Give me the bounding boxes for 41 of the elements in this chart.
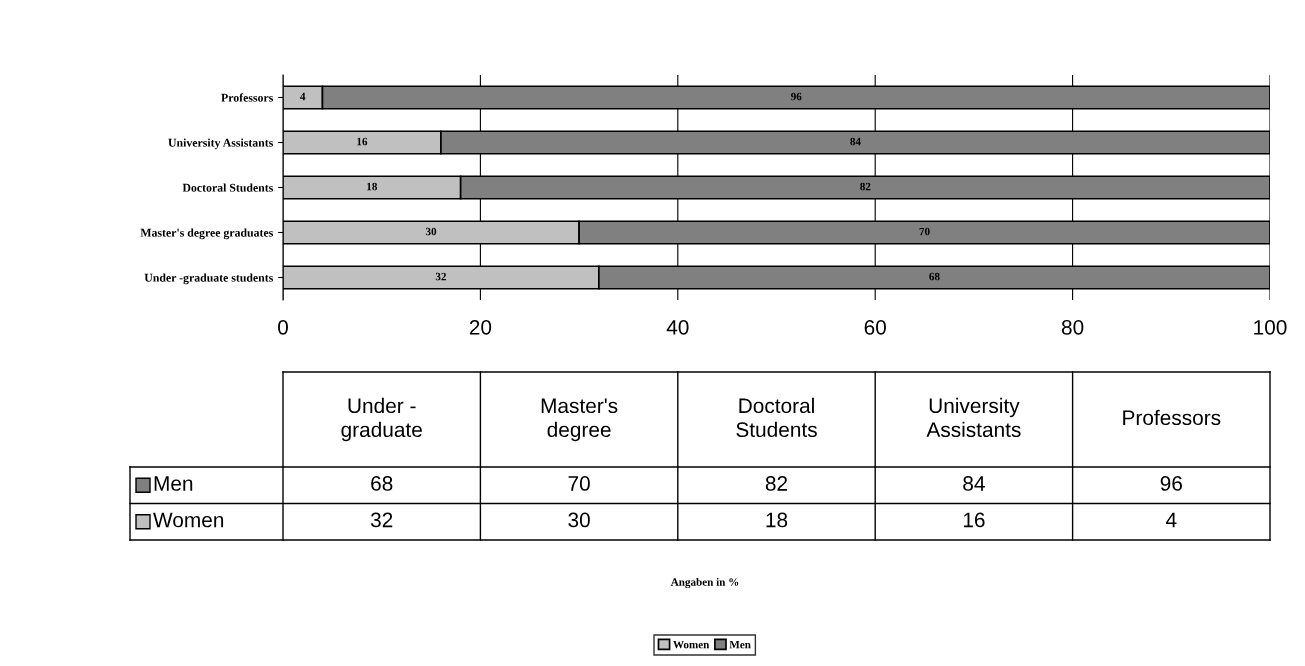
- data-label: 96: [1160, 476, 1182, 491]
- legend-label: Women: [153, 512, 224, 528]
- data-label: 4: [300, 92, 306, 101]
- y-tick-label: Under -graduate students: [144, 273, 273, 285]
- data-label: 30: [425, 227, 437, 236]
- category-label: Under - graduate: [341, 397, 422, 442]
- legend-label: Men: [154, 476, 193, 491]
- data-label: 30: [568, 512, 590, 528]
- y-tick-label: Doctoral Students: [182, 183, 273, 192]
- data-label: 16: [963, 512, 985, 528]
- data-label: 84: [850, 137, 861, 146]
- data-label: 70: [919, 227, 930, 236]
- x-tick-label: 100: [1254, 319, 1287, 335]
- data-label: 18: [766, 512, 788, 528]
- category-label: Professors: [1123, 409, 1221, 426]
- data-label: 32: [435, 272, 446, 281]
- data-label: 96: [790, 92, 802, 101]
- data-label: 18: [367, 182, 378, 191]
- category-label: Doctoral Students: [736, 397, 817, 438]
- y-tick-label: University Assistants: [168, 138, 273, 150]
- legend-label: Men: [729, 640, 751, 649]
- data-label: 68: [929, 272, 940, 281]
- data-label: 82: [860, 182, 871, 191]
- data-label: 32: [370, 512, 393, 528]
- data-label: 4: [1165, 512, 1177, 528]
- x-tick-label: 60: [864, 319, 886, 335]
- data-label: 84: [963, 476, 985, 491]
- data-label: 82: [765, 476, 788, 491]
- x-tick-label: 80: [1061, 319, 1084, 335]
- text: Angaben in %: [670, 577, 739, 589]
- category-label: Master's degree: [541, 398, 618, 442]
- legend-label: Women: [673, 640, 710, 649]
- x-tick-label: 40: [666, 319, 689, 335]
- y-tick-label: Master's degree graduates: [140, 228, 273, 240]
- data-label: 70: [568, 476, 590, 491]
- y-tick-label: Professors: [221, 93, 273, 102]
- data-label: 68: [371, 476, 393, 491]
- data-label: 16: [357, 137, 368, 146]
- category-label: University Assistants: [926, 397, 1021, 438]
- x-tick-label: 20: [469, 319, 492, 335]
- x-tick-label: 0: [278, 319, 288, 335]
